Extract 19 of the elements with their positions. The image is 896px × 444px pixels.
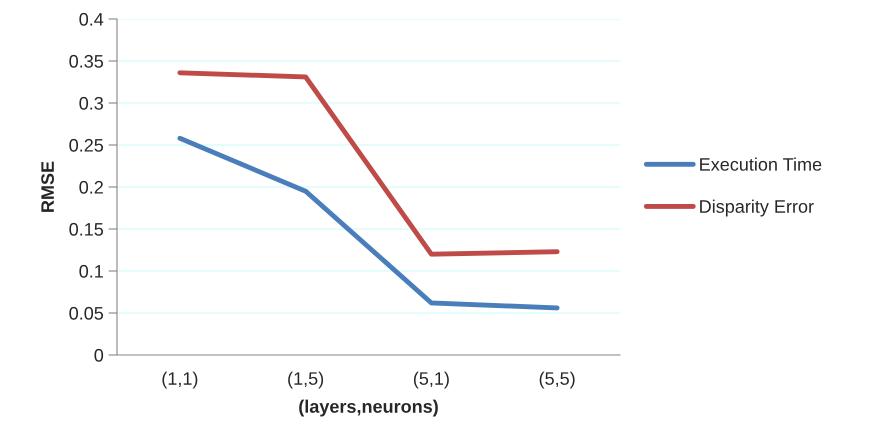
x-tick-label: (1,1): [162, 372, 198, 388]
y-tick-label: 0.25: [69, 138, 104, 152]
y-tick-label: 0.4: [79, 12, 104, 26]
x-tick-label: (5,1): [414, 372, 449, 388]
y-tick-label: 0.3: [79, 96, 104, 110]
x-tick-label: (5,5): [540, 372, 575, 388]
y-tick-label: 0.2: [79, 180, 103, 194]
legend-label: Disparity Error: [700, 200, 814, 216]
y-tick-label: 0.35: [69, 54, 104, 68]
legend-label: Execution Time: [700, 158, 822, 171]
line-series: [177, 70, 560, 257]
line-series: [177, 136, 560, 310]
y-tick-label: 0.05: [69, 306, 104, 320]
y-tick-label: 0.15: [69, 222, 104, 236]
y-tick-label: 0: [94, 348, 104, 362]
y-axis-title: RMSE: [41, 162, 54, 212]
y-tick-label: 0.1: [79, 264, 103, 278]
x-axis-title: (layers,neurons): [299, 400, 438, 416]
x-tick-label: (1,5): [288, 372, 324, 388]
